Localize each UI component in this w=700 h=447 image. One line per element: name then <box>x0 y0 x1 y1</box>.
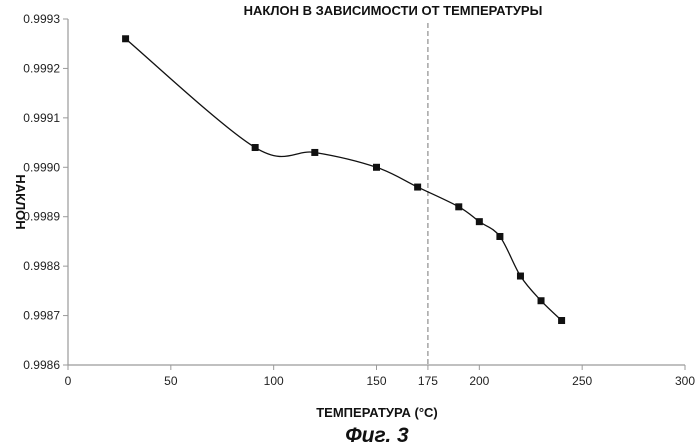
x-tick-label: 100 <box>264 374 284 388</box>
data-point <box>373 163 380 171</box>
x-tick-label: 300 <box>675 374 695 388</box>
y-tick-label: 0.9989 <box>23 210 60 224</box>
data-point <box>122 35 130 43</box>
data-point <box>537 297 545 305</box>
y-axis-title: НАКЛОН <box>13 174 28 229</box>
y-tick-label: 0.9988 <box>23 259 60 273</box>
y-tick-label: 0.9993 <box>23 12 60 26</box>
y-tick-label: 0.9992 <box>23 61 60 75</box>
x-axis-title: ТЕМПЕРАТУРА (°C) <box>316 405 438 420</box>
x-tick-label: 150 <box>366 374 386 388</box>
y-tick-label: 0.9986 <box>23 358 60 372</box>
data-point <box>475 218 483 226</box>
x-tick-label: 175 <box>418 374 438 388</box>
data-point <box>558 317 566 325</box>
series-line <box>125 38 563 321</box>
data-point <box>516 272 524 280</box>
plot-area: 0.9986 0.9987 0.9988 0.9989 0.9990 0.9991 0.99… <box>23 12 695 388</box>
data-point <box>496 232 504 240</box>
figure-caption: Фиг. 3 <box>345 424 409 447</box>
data-point <box>455 203 463 211</box>
chart-title: НАКЛОН В ЗАВИСИМОСТИ ОТ ТЕМПЕРАТУРЫ <box>244 3 543 18</box>
x-tick-label: 50 <box>164 374 178 388</box>
x-tick-label: 200 <box>469 374 489 388</box>
data-point <box>251 144 259 152</box>
x-tick-label: 0 <box>65 374 72 388</box>
y-tick-label: 0.9987 <box>23 309 60 323</box>
data-point <box>311 148 319 156</box>
y-tick-label: 0.9991 <box>23 111 60 125</box>
x-tick-label: 250 <box>572 374 592 388</box>
data-point <box>414 183 422 191</box>
y-tick-label: 0.9990 <box>23 160 60 174</box>
